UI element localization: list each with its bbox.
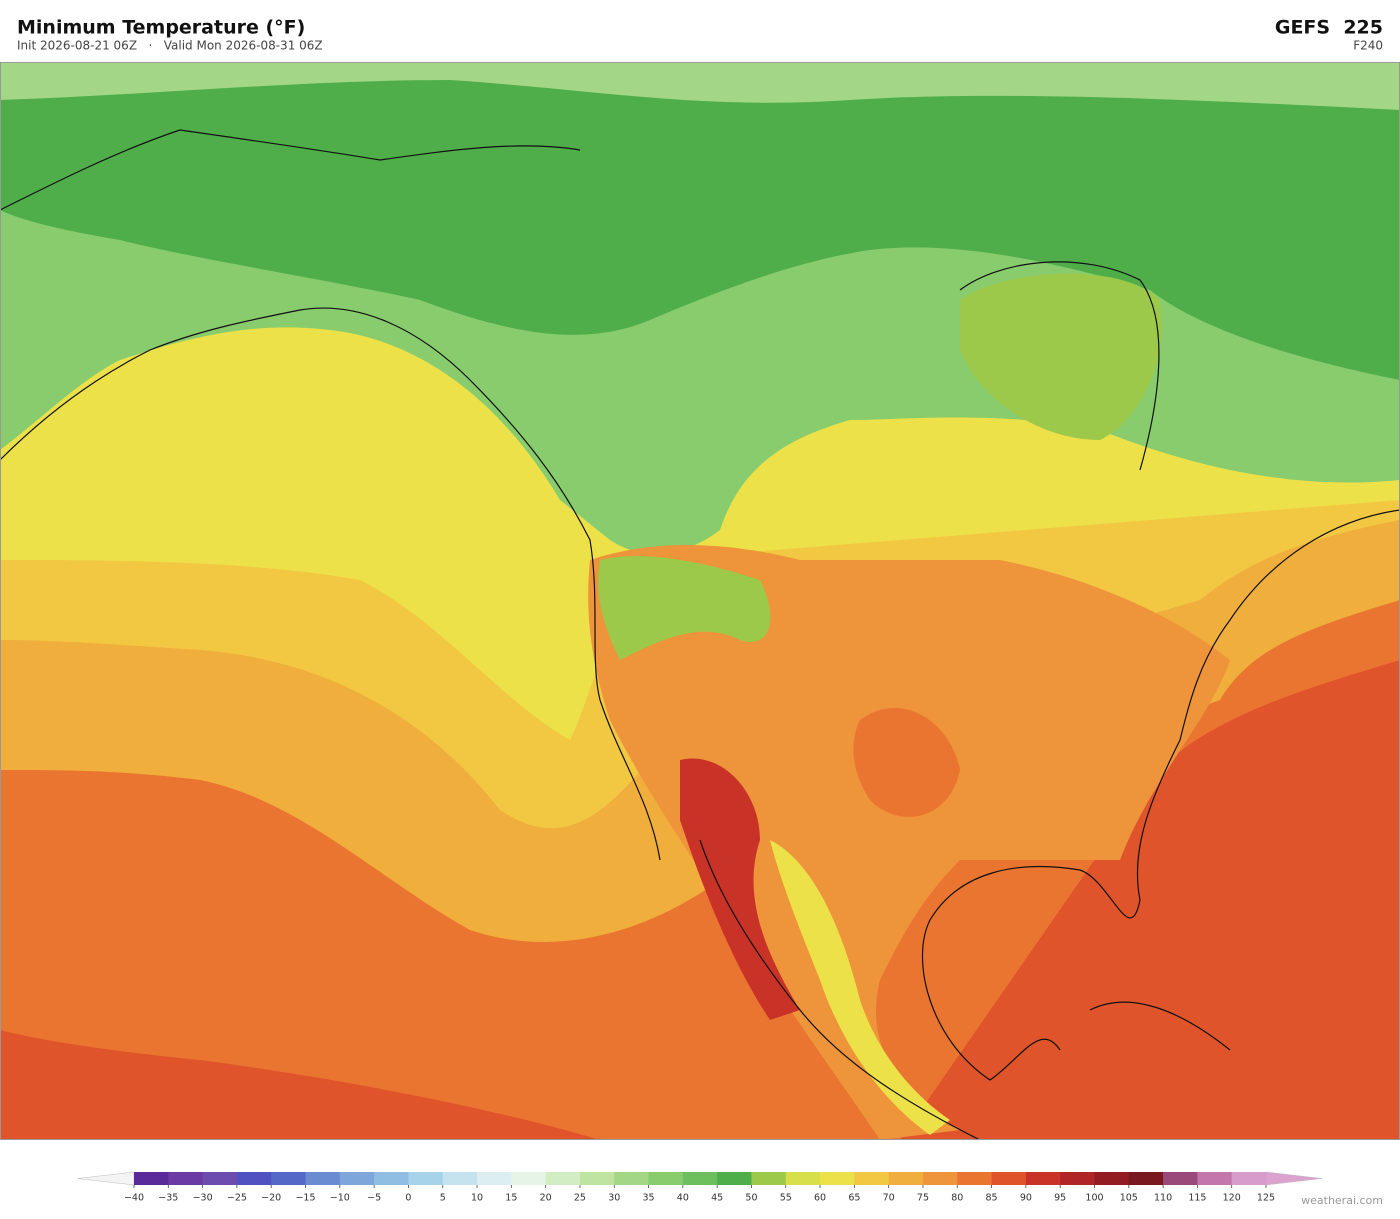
- colorbar-segment: [717, 1172, 752, 1185]
- colorbar-tick-label: 10: [471, 1193, 483, 1204]
- model-label: GEFS 225: [1275, 17, 1383, 39]
- colorbar-segment: [202, 1172, 238, 1185]
- colorbar-tick-label: −30: [193, 1193, 213, 1204]
- colorbar-tick-label: −5: [367, 1193, 381, 1204]
- colorbar-segment: [682, 1172, 718, 1185]
- colorbar-tick-label: 55: [780, 1193, 792, 1204]
- colorbar-tick-label: 85: [986, 1193, 998, 1204]
- credit: weatherai.com: [1301, 1194, 1383, 1207]
- colorbar-tick-label: 20: [540, 1193, 552, 1204]
- colorbar-segment: [236, 1172, 272, 1185]
- land-temp: [680, 758, 800, 1020]
- land-temp: [770, 840, 950, 1135]
- colorbar-segment: [991, 1172, 1027, 1185]
- colorbar-tick-label: 110: [1154, 1193, 1172, 1204]
- colorbar-segment: [1163, 1172, 1198, 1185]
- map: [0, 62, 1400, 1140]
- colorbar-tick-label: −15: [295, 1193, 315, 1204]
- colorbar-tick-label: −25: [227, 1193, 247, 1204]
- land-temp: [598, 556, 771, 660]
- colorbar-segment: [1231, 1172, 1267, 1185]
- colorbar-segment: [579, 1172, 615, 1185]
- colorbar-tick-label: 30: [608, 1193, 620, 1204]
- colorbar-segment: [408, 1172, 444, 1185]
- colorbar-tick-label: −35: [158, 1193, 178, 1204]
- subtitle: Init 2026-08-21 06Z · Valid Mon 2026-08-…: [17, 39, 323, 53]
- colorbar-segment: [1060, 1172, 1095, 1185]
- forecast-step: F240: [1353, 39, 1383, 53]
- colorbar-segment: [1094, 1172, 1130, 1185]
- colorbar-tick-label: 15: [505, 1193, 517, 1204]
- colorbar-tick-label: 40: [677, 1193, 689, 1204]
- colorbar-tick-label: 125: [1257, 1193, 1275, 1204]
- colorbar-tick-label: 80: [951, 1193, 963, 1204]
- colorbar-segment: [751, 1172, 787, 1185]
- colorbar-segment: [1128, 1172, 1164, 1185]
- colorbar-tick-label: −40: [124, 1193, 144, 1204]
- title: Minimum Temperature (°F): [17, 17, 305, 39]
- colorbar-segment: [1197, 1172, 1233, 1185]
- temp-zone: [960, 273, 1162, 440]
- colorbar-tick-label: 70: [883, 1193, 895, 1204]
- colorbar-segment: [305, 1172, 341, 1185]
- colorbar-tick-label: 115: [1188, 1193, 1206, 1204]
- colorbar-tick-label: 25: [574, 1193, 586, 1204]
- colorbar-segment: [477, 1172, 512, 1185]
- colorbar-segment: [922, 1172, 958, 1185]
- colorbar-tick-label: 35: [642, 1193, 654, 1204]
- colorbar-tick-label: 0: [405, 1193, 411, 1204]
- colorbar-segment: [271, 1172, 306, 1185]
- colorbar-tick-label: 45: [711, 1193, 723, 1204]
- colorbar-tick-label: 120: [1223, 1193, 1241, 1204]
- colorbar-segment: [339, 1172, 375, 1185]
- colorbar-segment: [374, 1172, 409, 1185]
- colorbar-tick-label: −20: [261, 1193, 281, 1204]
- colorbar-segment: [854, 1172, 890, 1185]
- colorbar-segment: [511, 1172, 547, 1185]
- colorbar-tick-label: −10: [330, 1193, 350, 1204]
- colorbar-segment: [785, 1172, 821, 1185]
- colorbar-over: [1265, 1171, 1323, 1186]
- colorbar-tick-label: 100: [1085, 1193, 1103, 1204]
- colorbar-segment: [888, 1172, 924, 1185]
- colorbar: −40 −35 −30 −25 −20 −15 −10 −5 0 5 10 15 20 25 30 35 40 4…: [77, 1171, 1323, 1204]
- colorbar-segment: [545, 1172, 581, 1185]
- land-temp: [853, 708, 960, 817]
- colorbar-tick-label: 5: [440, 1193, 446, 1204]
- colorbar-tick-label: 105: [1120, 1193, 1138, 1204]
- colorbar-segment: [134, 1172, 169, 1185]
- colorbar-segment: [442, 1172, 478, 1185]
- colorbar-tick-label: 90: [1020, 1193, 1032, 1204]
- land-temp: [588, 545, 1230, 1140]
- colorbar-segment: [168, 1172, 204, 1185]
- colorbar-segment: [820, 1172, 855, 1185]
- temp-zone: [0, 62, 1400, 380]
- colorbar-under: [77, 1171, 135, 1186]
- colorbar-tick-label: 50: [745, 1193, 757, 1204]
- colorbar-segment: [957, 1172, 992, 1185]
- colorbar-tick-label: 75: [917, 1193, 929, 1204]
- colorbar-segment: [1025, 1172, 1061, 1185]
- coastlines: [0, 129, 1400, 1140]
- colorbar-tick-label: 60: [814, 1193, 826, 1204]
- colorbar-tick-label: 95: [1054, 1193, 1066, 1204]
- temp-zone: [0, 62, 1400, 110]
- colorbar-segment: [614, 1172, 649, 1185]
- colorbar-tick-label: 65: [848, 1193, 860, 1204]
- colorbar-segment: [648, 1172, 684, 1185]
